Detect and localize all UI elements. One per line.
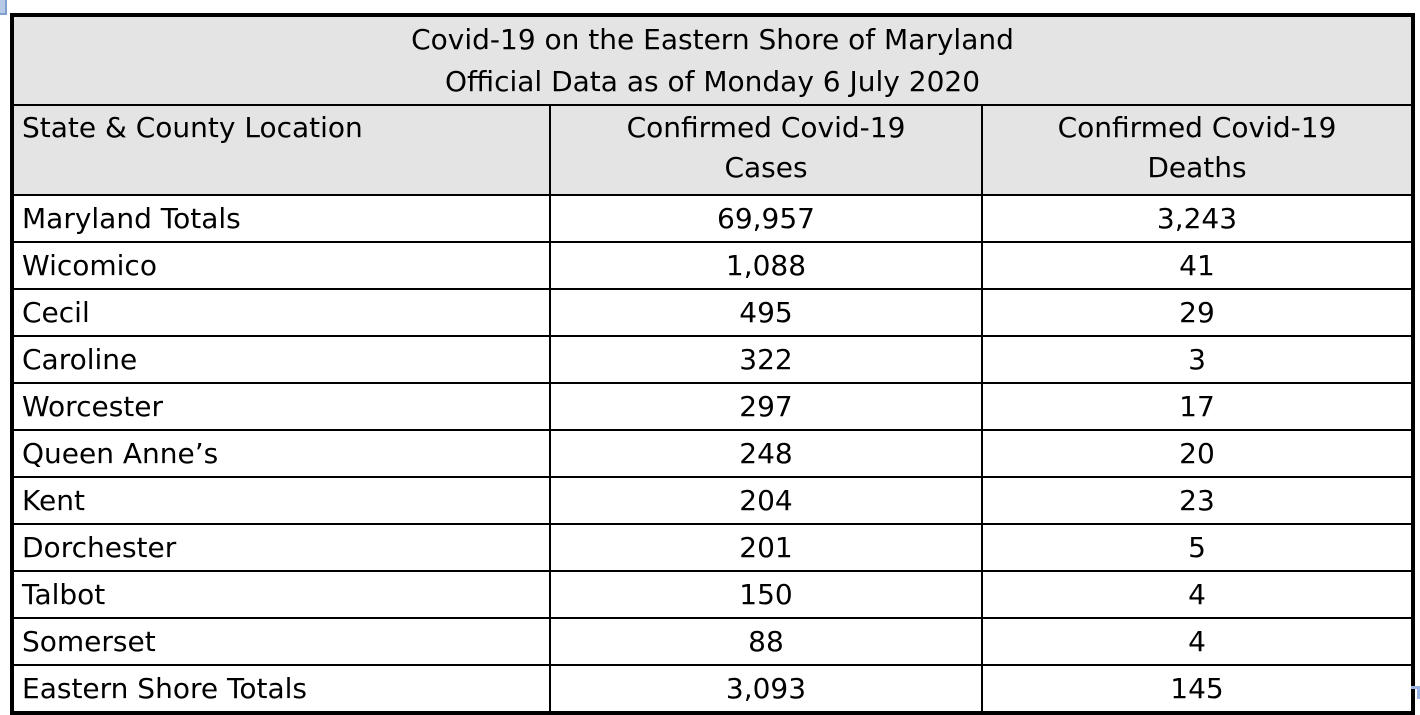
table-row-worcester: Worcester 297 17 (11, 382, 1414, 431)
cases-cell: 495 (549, 288, 983, 337)
deaths-cell: 23 (981, 476, 1414, 525)
column-header-deaths: Confirmed Covid-19 Deaths (981, 104, 1414, 196)
location-cell: Wicomico (11, 241, 551, 290)
column-header-deaths-line1: Confirmed Covid-19 (1057, 111, 1337, 144)
table-row-queen-annes: Queen Anne’s 248 20 (11, 429, 1414, 478)
cases-cell: 297 (549, 382, 983, 431)
deaths-cell: 17 (981, 382, 1414, 431)
cases-cell: 322 (549, 335, 983, 384)
covid-data-table: Covid-19 on the Eastern Shore of Marylan… (10, 13, 1415, 715)
cases-cell: 88 (549, 617, 983, 666)
table-resize-handle[interactable] (1411, 686, 1420, 699)
table-row-cecil: Cecil 495 29 (11, 288, 1414, 337)
table-row-kent: Kent 204 23 (11, 476, 1414, 525)
table-row-caroline: Caroline 322 3 (11, 335, 1414, 384)
cases-cell: 1,088 (549, 241, 983, 290)
deaths-cell: 4 (981, 617, 1414, 666)
table-row-somerset: Somerset 88 4 (11, 617, 1414, 666)
cases-cell: 69,957 (549, 194, 983, 243)
location-cell: Kent (11, 476, 551, 525)
cases-cell: 201 (549, 523, 983, 572)
deaths-cell: 41 (981, 241, 1414, 290)
location-cell: Worcester (11, 382, 551, 431)
table-row-wicomico: Wicomico 1,088 41 (11, 241, 1414, 290)
deaths-cell: 3 (981, 335, 1414, 384)
location-cell: Queen Anne’s (11, 429, 551, 478)
location-cell: Somerset (11, 617, 551, 666)
cases-cell: 248 (549, 429, 983, 478)
column-header-location: State & County Location (11, 104, 551, 196)
table-row-dorchester: Dorchester 201 5 (11, 523, 1414, 572)
deaths-cell: 20 (981, 429, 1414, 478)
deaths-cell: 145 (981, 664, 1414, 714)
table-row-talbot: Talbot 150 4 (11, 570, 1414, 619)
table-title-line2: Official Data as of Monday 6 July 2020 (444, 65, 981, 98)
location-cell: Dorchester (11, 523, 551, 572)
deaths-cell: 3,243 (981, 194, 1414, 243)
column-header-cases: Confirmed Covid-19 Cases (549, 104, 983, 196)
scrollbar-fragment[interactable] (0, 0, 7, 15)
table-row-maryland-totals: Maryland Totals 69,957 3,243 (11, 194, 1414, 243)
column-header-cases-line1: Confirmed Covid-19 (626, 111, 906, 144)
column-header-deaths-line2: Deaths (1147, 151, 1247, 184)
location-cell: Eastern Shore Totals (11, 664, 551, 714)
location-cell: Maryland Totals (11, 194, 551, 243)
column-header-cases-line2: Cases (724, 151, 808, 184)
location-cell: Talbot (11, 570, 551, 619)
cases-cell: 150 (549, 570, 983, 619)
deaths-cell: 4 (981, 570, 1414, 619)
table-row-eastern-shore-totals: Eastern Shore Totals 3,093 145 (11, 664, 1414, 714)
table-title-row: Covid-19 on the Eastern Shore of Marylan… (11, 14, 1414, 106)
deaths-cell: 5 (981, 523, 1414, 572)
location-cell: Cecil (11, 288, 551, 337)
table-header-row: State & County Location Confirmed Covid-… (11, 104, 1414, 196)
cases-cell: 3,093 (549, 664, 983, 714)
table-title-cell: Covid-19 on the Eastern Shore of Marylan… (11, 14, 1414, 106)
deaths-cell: 29 (981, 288, 1414, 337)
table-title-line1: Covid-19 on the Eastern Shore of Marylan… (411, 23, 1014, 56)
cases-cell: 204 (549, 476, 983, 525)
location-cell: Caroline (11, 335, 551, 384)
